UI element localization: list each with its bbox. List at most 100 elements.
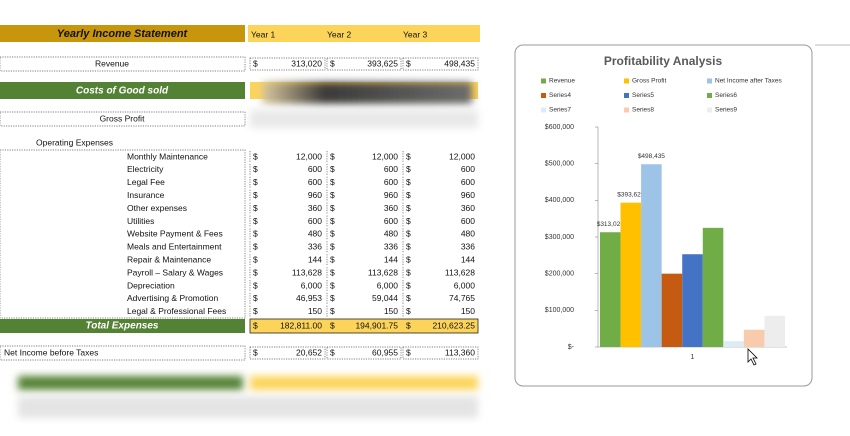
cell-value: 6,000 bbox=[301, 280, 323, 290]
expense-label: Insurance bbox=[127, 190, 165, 200]
currency-symbol: $ bbox=[330, 190, 335, 200]
legend-label: Series6 bbox=[715, 92, 737, 99]
cell-value: 150 bbox=[384, 306, 398, 316]
expense-label: Website Payment & Fees bbox=[127, 229, 223, 239]
cell-value: 12,000 bbox=[296, 151, 322, 161]
cell-highlight bbox=[249, 318, 479, 334]
cell-value: 74,765 bbox=[449, 293, 475, 303]
currency-symbol: $ bbox=[406, 254, 411, 264]
cell-value: 12,000 bbox=[449, 151, 475, 161]
blurred-cells bbox=[18, 396, 478, 418]
bar bbox=[600, 232, 621, 347]
bar bbox=[620, 202, 642, 347]
cell bbox=[249, 346, 326, 360]
currency-symbol: $ bbox=[330, 164, 335, 174]
currency-symbol: $ bbox=[406, 151, 411, 161]
legend-swatch bbox=[541, 93, 546, 98]
currency-symbol: $ bbox=[330, 203, 335, 213]
mouse-cursor bbox=[747, 348, 758, 366]
cell-value: 600 bbox=[461, 164, 475, 174]
bar bbox=[682, 254, 703, 347]
cell-value: 150 bbox=[461, 306, 475, 316]
data-label: $393,625 bbox=[617, 191, 644, 198]
currency-symbol: $ bbox=[253, 203, 258, 213]
expense-label: Depreciation bbox=[127, 280, 175, 290]
y-tick-label: $400,000 bbox=[545, 197, 574, 204]
currency-symbol: $ bbox=[253, 306, 258, 316]
expense-label: Advertising & Promotion bbox=[127, 293, 218, 303]
cell bbox=[326, 346, 402, 360]
expense-label: Legal & Professional Fees bbox=[127, 306, 226, 316]
currency-symbol: $ bbox=[406, 229, 411, 239]
cell-value: 144 bbox=[308, 254, 322, 264]
x-tick-label: 1 bbox=[691, 354, 695, 361]
cell-value: 600 bbox=[308, 216, 322, 226]
currency-symbol: $ bbox=[253, 216, 258, 226]
legend-swatch bbox=[707, 78, 712, 84]
cell-value: 480 bbox=[384, 229, 398, 239]
blurred-cells bbox=[250, 376, 478, 390]
section-band bbox=[0, 82, 245, 99]
expense-label: Repair & Maintenance bbox=[127, 254, 211, 264]
currency-symbol: $ bbox=[253, 229, 258, 239]
cell-value: 336 bbox=[384, 242, 398, 252]
currency-symbol: $ bbox=[406, 216, 411, 226]
y-tick-label: $- bbox=[568, 344, 575, 351]
legend-swatch bbox=[707, 107, 712, 113]
legend-swatch bbox=[541, 78, 546, 84]
currency-symbol: $ bbox=[330, 280, 335, 290]
legend-label: Revenue bbox=[549, 78, 575, 85]
cell-value: 393,625 bbox=[367, 58, 398, 68]
currency-symbol: $ bbox=[253, 347, 258, 357]
cell-value: 144 bbox=[384, 254, 398, 264]
currency-symbol: $ bbox=[330, 306, 335, 316]
section-label: Costs of Good sold bbox=[76, 86, 169, 97]
cell-value: 6,000 bbox=[454, 280, 476, 290]
currency-symbol: $ bbox=[330, 293, 335, 303]
blurred-cells bbox=[262, 82, 472, 104]
bar bbox=[743, 329, 765, 347]
cell-value: 6,000 bbox=[377, 280, 399, 290]
cell bbox=[402, 57, 479, 71]
chart-frame bbox=[514, 44, 813, 387]
cell bbox=[402, 346, 479, 360]
cell-value: 313,020 bbox=[291, 58, 322, 68]
cell-value: 600 bbox=[308, 164, 322, 174]
currency-symbol: $ bbox=[253, 254, 258, 264]
cell-value: 600 bbox=[384, 216, 398, 226]
currency-symbol: $ bbox=[253, 164, 258, 174]
legend-label: Series9 bbox=[715, 107, 737, 114]
cell-value: 498,435 bbox=[444, 58, 475, 68]
currency-symbol: $ bbox=[330, 254, 335, 264]
cell-value: 960 bbox=[461, 190, 475, 200]
y-tick-label: $200,000 bbox=[545, 271, 574, 278]
cell-value: 12,000 bbox=[372, 151, 398, 161]
cell-value: 960 bbox=[308, 190, 322, 200]
currency-symbol: $ bbox=[406, 320, 411, 330]
currency-symbol: $ bbox=[330, 177, 335, 187]
currency-symbol: $ bbox=[406, 164, 411, 174]
bar bbox=[641, 164, 662, 347]
currency-symbol: $ bbox=[406, 58, 411, 68]
expense-label: Other expenses bbox=[127, 203, 187, 213]
currency-symbol: $ bbox=[406, 242, 411, 252]
cell-value: 194,901.75 bbox=[355, 320, 398, 330]
year-header: Year 1 bbox=[251, 29, 276, 39]
sheet-title: Yearly Income Statement bbox=[57, 28, 189, 40]
section-band bbox=[0, 319, 245, 333]
bar bbox=[723, 341, 744, 347]
legend-label: Series8 bbox=[632, 107, 654, 114]
cell-value: 150 bbox=[308, 306, 322, 316]
cell-value: 20,652 bbox=[296, 347, 322, 357]
currency-symbol: $ bbox=[253, 280, 258, 290]
cell-value: 600 bbox=[461, 216, 475, 226]
y-tick-label: $600,000 bbox=[545, 124, 574, 131]
cell-value: 182,811.00 bbox=[280, 320, 322, 330]
row-label: Gross Profit bbox=[100, 113, 146, 123]
cell-value: 113,628 bbox=[292, 267, 322, 277]
year-header: Year 2 bbox=[327, 29, 352, 39]
legend-label: Series7 bbox=[549, 107, 571, 114]
legend-swatch bbox=[624, 78, 629, 84]
currency-symbol: $ bbox=[330, 267, 335, 277]
